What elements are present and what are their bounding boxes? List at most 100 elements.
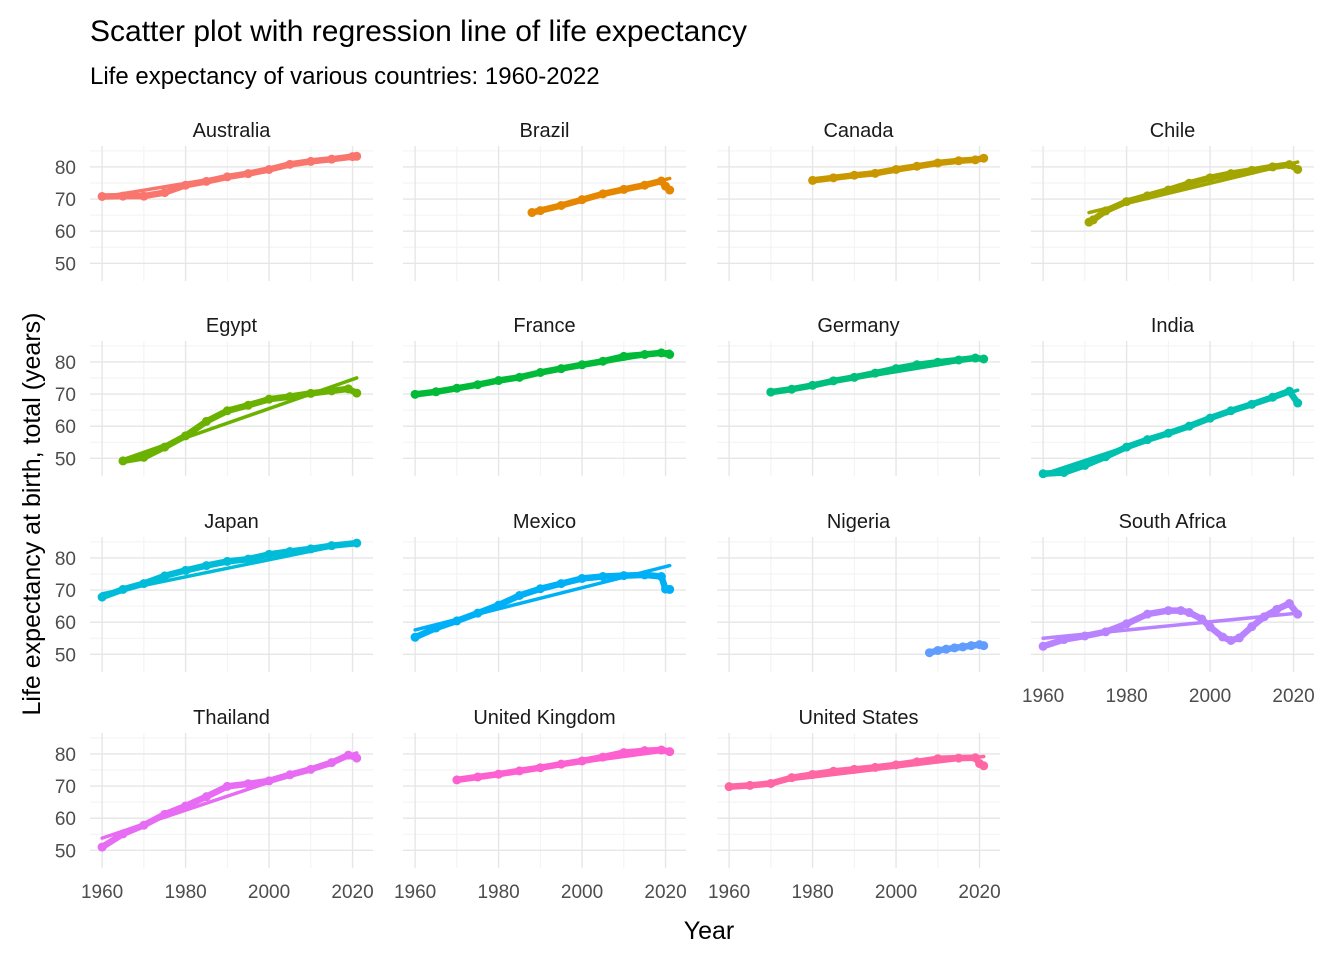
regression-line [1041,611,1300,640]
data-point [665,185,675,195]
y-tick-label: 80 [55,353,76,374]
facet-strip-label: Thailand [193,707,270,729]
facet-strip-label: France [513,315,575,337]
data-point [1293,398,1303,408]
regression-line [769,355,986,394]
x-axis-title: Year [684,917,735,945]
data-point [97,842,107,852]
y-tick-label: 80 [55,745,76,766]
x-tick-label: 2020 [958,882,1000,903]
regression-line [810,155,986,182]
data-point [243,400,253,410]
y-tick-label: 70 [55,190,76,211]
data-point [243,779,253,789]
y-tick-label: 60 [55,613,76,634]
facet-panel: Chile [1031,120,1314,281]
data-point [514,591,524,600]
x-tick-label: 2000 [248,882,290,903]
data-point [1272,604,1282,614]
facet-strip-label: Mexico [513,511,576,533]
data-point [979,761,989,771]
series-line [98,751,360,851]
y-tick-label: 70 [55,385,76,406]
regression-line [121,376,359,462]
x-tick-label: 1960 [81,882,123,903]
data-point [1176,606,1186,616]
facet-panel: Egypt 50 60 70 80 [55,315,373,476]
data-point [665,584,675,594]
data-point [139,452,149,462]
data-point [1205,622,1215,632]
y-tick-label: 70 [55,581,76,602]
facet-strip-label: Canada [823,120,894,142]
facet-strip-label: United Kingdom [473,707,615,729]
facet-strip-label: Brazil [519,120,569,142]
data-point [222,781,232,791]
x-tick-label: 2000 [561,882,603,903]
x-tick-label: 2020 [1272,686,1314,707]
data-point [1088,215,1098,225]
y-tick-label: 60 [55,809,76,830]
data-point [1234,633,1244,643]
regression-line [1041,388,1300,477]
facet-panel: South Africa 1960 1980 2000 2020 [1022,511,1315,707]
x-tick-label: 2020 [644,882,686,903]
y-tick-label: 60 [55,222,76,243]
data-point [352,388,362,398]
regression-line [413,349,672,397]
data-point [1226,636,1236,645]
data-point [1122,619,1132,629]
data-point [264,549,274,559]
data-point [1284,599,1294,609]
x-tick-label: 1980 [791,882,833,903]
series-line [119,385,360,465]
data-point [1218,632,1228,642]
y-tick-label: 50 [55,449,76,470]
x-tick-label: 2000 [875,882,917,903]
x-tick-label: 1980 [477,882,519,903]
data-point [201,416,211,426]
x-tick-label: 2020 [331,882,373,903]
data-point [410,632,420,642]
facet-panel: Nigeria [717,511,1000,672]
facet-panel: France [403,315,686,476]
y-tick-label: 50 [55,841,76,862]
x-tick-label: 2000 [1189,686,1231,707]
facet-strip-label: South Africa [1119,511,1228,533]
chart-title: Scatter plot with regression line of lif… [90,15,747,48]
regression-line [100,751,359,840]
data-point [1059,467,1069,477]
x-tick-label: 1980 [1105,686,1147,707]
facet-strip-label: Egypt [206,315,258,337]
y-axis-title: Life expectancy at birth, total (years) [18,313,46,716]
data-point [139,191,149,201]
x-tick-label: 1960 [708,882,750,903]
facet-panel: United States 1960 1980 2000 2020 [708,707,1001,903]
data-point [598,572,608,582]
facet-panel: Japan 50 60 70 80 [55,511,373,672]
data-point [243,554,253,564]
y-tick-label: 70 [55,777,76,798]
regression-line [530,176,672,214]
facet-panel: India [1031,315,1314,479]
data-point [535,584,545,594]
facet-panel: Brazil [403,120,686,281]
data-point [352,753,362,763]
data-point [577,573,587,583]
y-tick-label: 50 [55,645,76,666]
facet-strip-label: Nigeria [827,511,891,533]
facet-strip-label: India [1151,315,1195,337]
x-tick-label: 1960 [394,882,436,903]
facet-strip-label: Chile [1150,120,1196,142]
facet-panel: United Kingdom 1960 1980 2000 2020 [394,707,687,903]
x-tick-label: 1960 [1022,686,1064,707]
facet-panels: Australia 50 60 70 80 Brazil Canada Chile Egypt 5… [55,120,1315,903]
y-tick-label: 50 [55,254,76,275]
data-point [160,571,170,581]
data-point [556,579,566,589]
y-tick-label: 80 [55,549,76,570]
data-point [160,188,170,198]
data-point [1247,622,1257,632]
series-line [1085,161,1301,226]
data-point [222,556,232,566]
